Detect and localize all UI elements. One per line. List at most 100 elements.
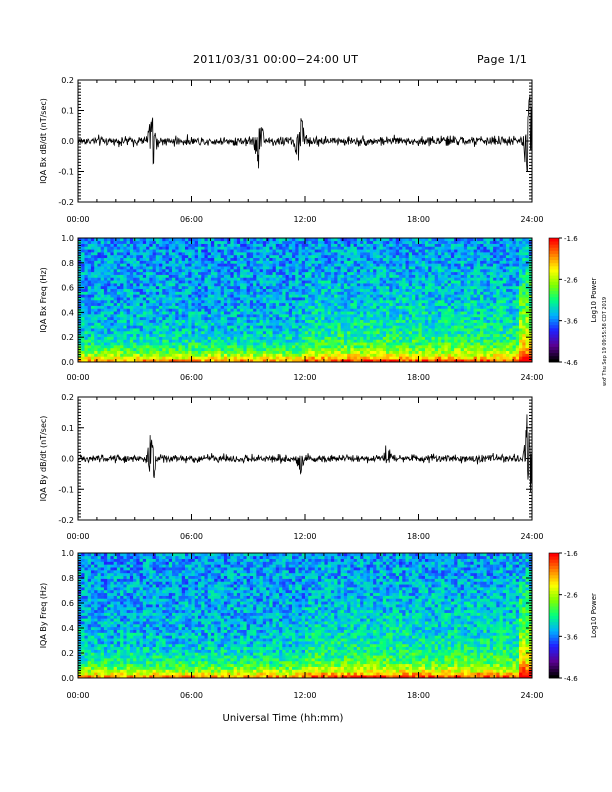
spectrogram-cell — [356, 269, 361, 273]
spectrogram-cell — [87, 266, 92, 270]
spectrogram-cell — [324, 325, 328, 329]
spectrogram-cell — [337, 294, 341, 298]
spectrogram-cell — [275, 328, 280, 332]
spectrogram-cell — [87, 249, 92, 253]
spectrogram-cell — [240, 269, 244, 273]
spectrogram-cell — [308, 246, 312, 250]
spectrogram-cell — [168, 254, 173, 259]
spectrogram-cell — [155, 333, 160, 337]
spectrogram-cell — [146, 305, 150, 309]
spectrogram-cell — [415, 305, 419, 309]
spectrogram-cell — [97, 322, 101, 326]
spectrogram-cell — [136, 252, 140, 256]
spectrogram-cell — [162, 297, 166, 301]
spectrogram-cell — [379, 297, 384, 301]
spectrogram-cell — [317, 274, 322, 278]
spectrogram-cell — [353, 322, 358, 326]
spectrogram-cell — [292, 328, 296, 332]
spectrogram-cell — [227, 277, 231, 281]
spectrogram-cell — [424, 353, 429, 357]
spectrogram-cell — [110, 288, 114, 292]
spectrogram-cell — [386, 257, 390, 261]
spectrogram-cell — [165, 240, 170, 244]
spectrogram-cell — [360, 263, 364, 267]
spectrogram-cell — [395, 322, 400, 326]
spectrogram-cell — [272, 316, 277, 321]
spectrogram-cell — [126, 280, 131, 284]
spectrogram-cell — [94, 356, 98, 360]
spectrogram-cell — [259, 288, 264, 292]
spectrogram-cell — [126, 266, 131, 270]
spectrogram-cell — [116, 319, 121, 323]
spectrogram-cell — [340, 254, 345, 259]
spectrogram-cell — [282, 291, 286, 295]
spectrogram-cell — [172, 243, 176, 247]
spectrogram-cell — [340, 246, 345, 250]
spectrogram-cell — [386, 328, 390, 332]
spectrogram-cell — [298, 342, 303, 346]
spectrogram-cell — [246, 322, 251, 326]
spectrogram-cell — [424, 322, 429, 326]
spectrogram-cell — [389, 252, 393, 256]
spectrogram-cell — [350, 314, 354, 318]
spectrogram-cell — [142, 336, 147, 340]
spectrogram-cell — [324, 288, 328, 292]
spectrogram-cell — [366, 249, 371, 253]
spectrogram-cell — [402, 252, 406, 256]
spectrogram-cell — [360, 305, 364, 309]
spectrogram-cell — [379, 319, 384, 323]
spectrogram-cell — [230, 347, 234, 352]
spectrogram-cell — [259, 243, 264, 247]
spectrogram-cell — [424, 291, 429, 295]
spectrogram-cell — [149, 260, 153, 264]
spectrogram-cell — [405, 311, 410, 315]
spectrogram-cell — [314, 331, 319, 335]
spectrogram-cell — [136, 277, 140, 281]
spectrogram-cell — [133, 356, 137, 360]
spectrogram-cell — [210, 271, 215, 275]
spectrogram-cell — [146, 271, 150, 275]
spectrogram-cell — [249, 353, 254, 357]
spectrogram-cell — [321, 288, 325, 292]
spectrogram-cell — [292, 350, 296, 354]
spectrogram-cell — [155, 300, 160, 304]
spectrogram-cell — [376, 339, 380, 343]
spectrogram-cell — [194, 359, 199, 363]
spectrogram-cell — [259, 339, 264, 343]
spectrogram-cell — [253, 269, 257, 273]
spectrogram-cell — [113, 249, 118, 253]
spectrogram-cell — [230, 316, 234, 321]
spectrogram-cell — [353, 316, 358, 321]
spectrogram-cell — [386, 271, 390, 275]
spectrogram-cell — [168, 319, 173, 323]
spectrogram-cell — [191, 342, 196, 346]
spectrogram-cell — [424, 314, 429, 318]
spectrogram-cell — [395, 269, 400, 273]
spectrogram-cell — [155, 291, 160, 295]
spectrogram-cell — [282, 353, 286, 357]
spectrogram-cell — [379, 291, 384, 295]
spectrogram-cell — [120, 277, 124, 281]
spectrogram-cell — [146, 263, 150, 267]
spectrogram-cell — [431, 308, 436, 312]
spectrogram-cell — [249, 350, 254, 354]
spectrogram-cell — [253, 291, 257, 295]
spectrogram-cell — [126, 350, 131, 354]
spectrogram-cell — [392, 269, 397, 273]
spectrogram-cell — [178, 356, 183, 360]
spectrogram-cell — [324, 238, 328, 242]
spectrogram-cell — [120, 314, 124, 318]
spectrogram-cell — [116, 328, 121, 332]
spectrogram-cell — [399, 288, 403, 292]
spectrogram-cell — [412, 339, 416, 343]
spectrogram-cell — [129, 249, 134, 253]
spectrogram-cell — [152, 302, 157, 306]
spectrogram-cell — [275, 285, 280, 290]
spectrogram-cell — [421, 294, 426, 298]
spectrogram-cell — [431, 314, 436, 318]
spectrogram-cell — [275, 342, 280, 346]
spectrogram-cell — [152, 271, 157, 275]
spectrogram-cell — [172, 328, 176, 332]
spectrogram-cell — [408, 291, 413, 295]
spectrogram-cell — [136, 311, 140, 315]
